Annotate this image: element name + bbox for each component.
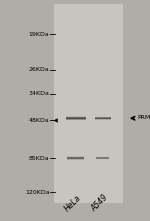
Bar — [96, 160, 109, 161]
Bar — [67, 156, 84, 157]
Bar — [67, 155, 84, 156]
Bar — [95, 118, 111, 119]
Bar — [95, 119, 111, 120]
Bar — [66, 121, 86, 122]
Bar — [95, 116, 111, 117]
Text: 26KDa: 26KDa — [29, 67, 50, 72]
Bar — [96, 157, 109, 158]
Bar — [67, 159, 84, 160]
Bar — [96, 159, 109, 160]
Bar — [95, 120, 111, 121]
Bar — [67, 156, 84, 157]
Text: 120KDa: 120KDa — [25, 190, 50, 195]
Bar — [96, 158, 109, 159]
Text: PRMT1: PRMT1 — [137, 115, 150, 120]
Bar — [95, 115, 111, 116]
Bar — [95, 120, 111, 121]
Bar — [95, 116, 111, 117]
Text: HeLa: HeLa — [63, 193, 83, 213]
Bar — [66, 117, 86, 118]
Bar — [66, 119, 86, 120]
Bar — [66, 116, 86, 117]
Bar — [67, 159, 84, 160]
Bar — [66, 120, 86, 121]
Text: A549: A549 — [89, 193, 110, 214]
Bar — [66, 119, 86, 120]
Bar — [67, 158, 84, 159]
Bar — [96, 158, 109, 159]
Bar — [66, 118, 86, 119]
Bar — [95, 118, 111, 119]
Bar — [67, 160, 84, 161]
Bar — [95, 117, 111, 118]
Bar — [66, 120, 86, 121]
Bar — [66, 121, 86, 122]
Bar — [95, 117, 111, 118]
Bar — [67, 160, 84, 161]
Bar — [67, 155, 84, 156]
Bar — [66, 115, 86, 116]
Text: 85KDa: 85KDa — [29, 156, 50, 160]
Bar — [66, 115, 86, 116]
Text: 34KDa: 34KDa — [29, 91, 50, 96]
Bar — [96, 156, 109, 157]
Bar — [96, 155, 109, 156]
Bar — [95, 119, 111, 120]
Text: 48KDa: 48KDa — [29, 118, 50, 123]
Bar — [66, 117, 86, 118]
Text: 19KDa: 19KDa — [29, 32, 50, 37]
Bar — [66, 116, 86, 117]
Bar — [54, 4, 123, 203]
Bar — [67, 157, 84, 158]
Bar — [96, 157, 109, 158]
Bar — [66, 118, 86, 119]
